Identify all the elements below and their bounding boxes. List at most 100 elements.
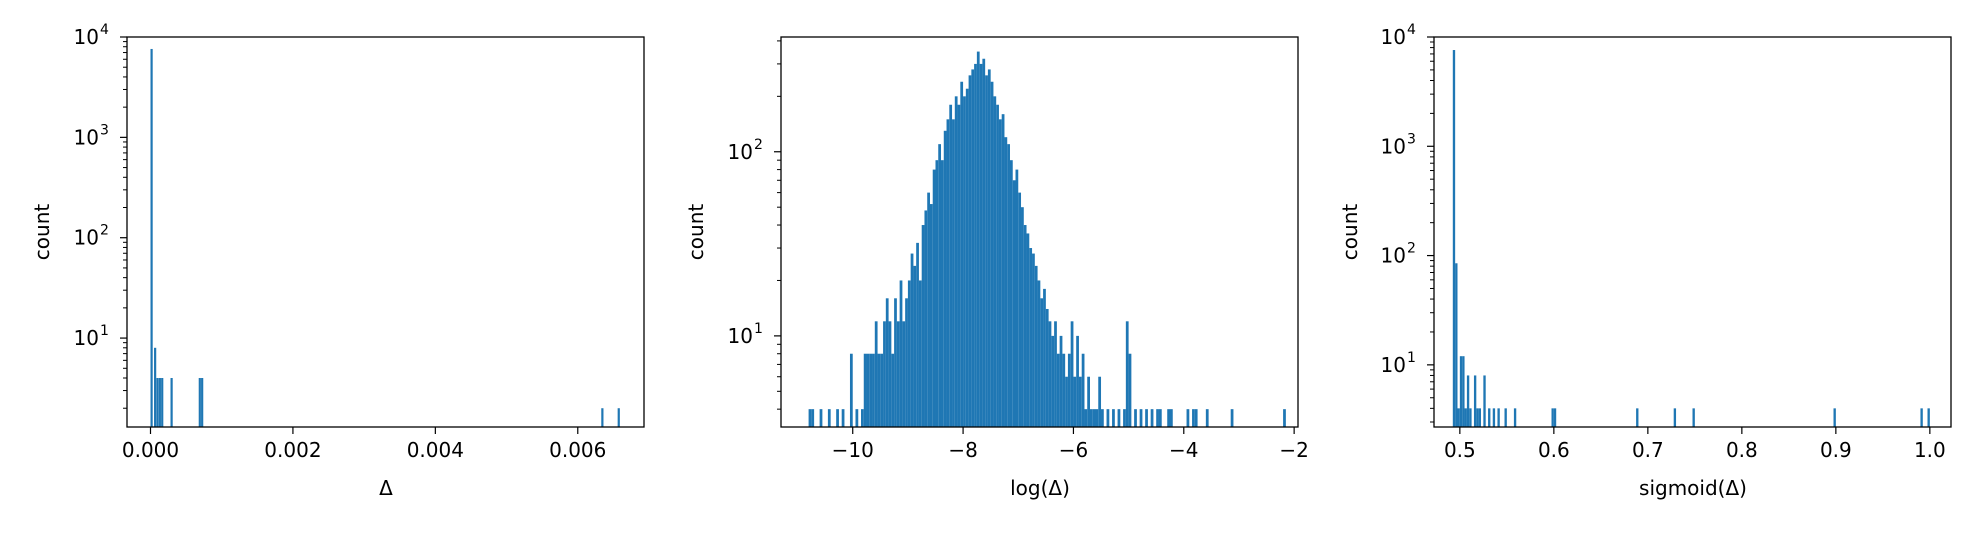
histogram-bar (1013, 180, 1016, 427)
histogram-bar (1206, 409, 1209, 427)
histogram-bar (1123, 409, 1126, 427)
x-tick-label: 0.6 (1538, 438, 1570, 462)
histogram-bar (1465, 408, 1467, 427)
histogram-bar (878, 354, 881, 427)
histogram-bar (1554, 408, 1556, 427)
histogram-bar (1493, 408, 1495, 427)
y-tick-exponent: 1 (1407, 350, 1416, 366)
histogram-bar (159, 378, 161, 427)
x-tick-label: −2 (1279, 438, 1308, 462)
histogram-bar (1087, 377, 1090, 427)
histogram-bar (1134, 409, 1137, 427)
histogram-bar (927, 193, 930, 427)
histogram-bar (944, 131, 947, 427)
histogram-bar (1035, 266, 1038, 427)
histogram-bar (988, 69, 991, 427)
y-tick-label: 10 (1381, 134, 1406, 158)
histogram-bar (1065, 377, 1068, 427)
histogram-bar (977, 52, 980, 427)
histogram-bar (1453, 50, 1455, 427)
y-tick-exponent: 1 (754, 321, 763, 337)
histogram-bar (902, 321, 905, 427)
x-tick-label: 0.5 (1444, 438, 1476, 462)
histogram-bar (1029, 248, 1032, 427)
x-tick-label: 0.000 (122, 438, 179, 462)
histogram-bar (916, 243, 919, 427)
y-tick-exponent: 4 (1407, 22, 1416, 38)
histogram-bar (1283, 409, 1286, 427)
histogram-bar (811, 409, 814, 427)
histogram-bar (969, 75, 972, 427)
y-tick-exponent: 3 (1407, 131, 1416, 147)
histogram-bar (1231, 409, 1234, 427)
histogram-bar (1920, 408, 1922, 427)
histogram-bar (1004, 137, 1007, 427)
histogram-bar (156, 378, 158, 427)
x-axis-label: sigmoid(Δ) (1639, 476, 1747, 500)
histogram-bar (1082, 354, 1085, 427)
histogram-bar (952, 119, 955, 427)
histogram-bar (938, 144, 941, 427)
histogram-bar (836, 409, 839, 427)
histogram-bar (1145, 409, 1148, 427)
histogram-bar (201, 378, 203, 427)
histogram-bar (958, 105, 961, 427)
histogram-bar (919, 280, 922, 427)
histogram-bar (1462, 356, 1464, 427)
histogram-bar (908, 280, 911, 427)
histogram-bar (1090, 409, 1093, 427)
histogram-bar (171, 378, 173, 427)
histogram-bar (960, 82, 963, 427)
y-tick-exponent: 2 (100, 223, 109, 239)
histogram-bar (1002, 114, 1005, 427)
histogram-bar (1483, 375, 1485, 427)
histogram-bar (955, 96, 958, 427)
histogram-bar (930, 204, 933, 427)
histogram-bar (900, 280, 903, 427)
histogram-bar (911, 254, 914, 427)
histogram-bar (894, 298, 897, 427)
x-tick-label: 0.9 (1820, 438, 1852, 462)
histogram-bar (601, 408, 603, 427)
histogram-bar (883, 321, 886, 427)
histogram-bar (1469, 408, 1471, 427)
x-tick-label: −6 (1059, 438, 1088, 462)
y-tick-label: 10 (74, 326, 99, 350)
plot-frame (127, 37, 644, 427)
histogram-bar (933, 170, 936, 427)
histogram-bar (913, 266, 916, 427)
histogram-bar (1514, 408, 1516, 427)
histogram-bar (1129, 354, 1132, 427)
histogram-bar (864, 354, 867, 427)
histogram-bar (1060, 336, 1063, 427)
histogram-bar (1107, 409, 1110, 427)
histogram-bar (1192, 409, 1195, 427)
histogram-bar (861, 409, 864, 427)
histogram-bar (1151, 409, 1154, 427)
histogram-bar (1016, 170, 1019, 427)
histogram-bar (1112, 409, 1115, 427)
histogram-bar (1046, 309, 1049, 427)
y-tick-label: 10 (728, 324, 753, 348)
histogram-bar (1018, 193, 1021, 427)
histogram-bar (1051, 336, 1054, 427)
histogram-bar (1693, 408, 1695, 427)
histogram-bar (1834, 408, 1836, 427)
histogram-bar (1010, 160, 1013, 427)
histogram-bar (1079, 377, 1082, 427)
histogram-bar (999, 119, 1002, 427)
y-tick-exponent: 3 (100, 122, 109, 138)
histogram-bar (1474, 375, 1476, 427)
histogram-bar (993, 96, 996, 427)
histogram-bar (924, 210, 927, 427)
histogram-bar (1928, 408, 1930, 427)
x-tick-label: 0.004 (407, 438, 464, 462)
histogram-bar (1076, 336, 1079, 427)
histogram-bar (897, 321, 900, 427)
histogram-bar (1071, 321, 1074, 427)
histogram-bar (880, 354, 883, 427)
histogram-bar (982, 59, 985, 427)
x-tick-label: 0.8 (1726, 438, 1758, 462)
